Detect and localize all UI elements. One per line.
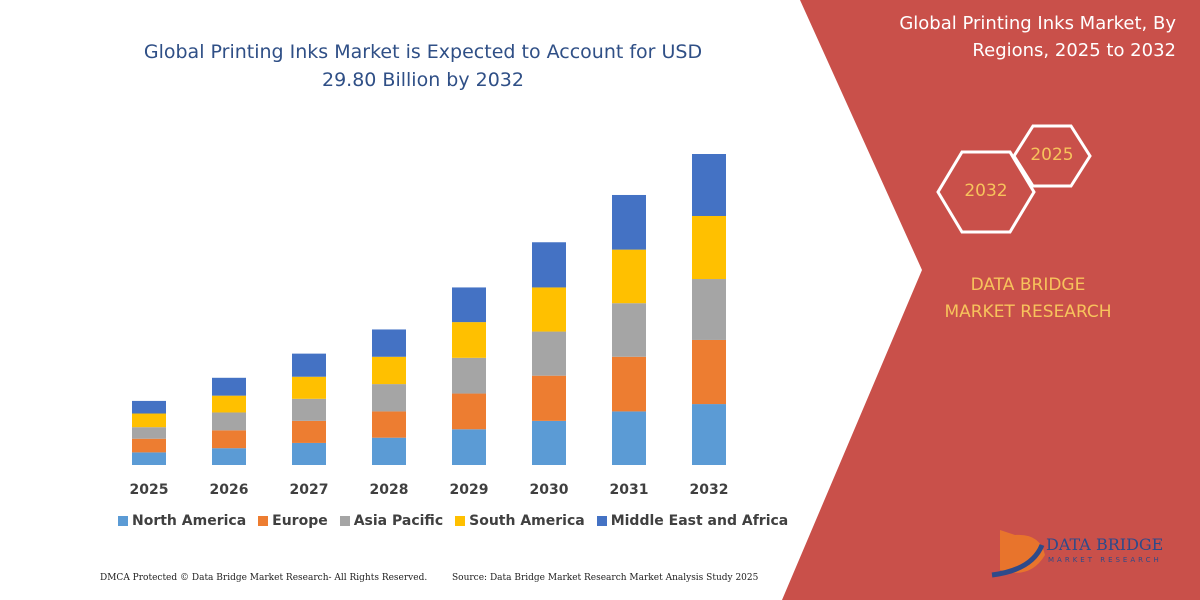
hex-label: 2025 <box>1030 145 1074 165</box>
bar-segment <box>452 429 486 465</box>
legend-label: North America <box>132 513 247 529</box>
bar-segment <box>212 448 246 465</box>
bar-segment <box>372 329 406 357</box>
bar-segment <box>612 303 646 357</box>
x-tick-label: 2029 <box>450 482 489 498</box>
bar-segment <box>532 331 566 376</box>
panel-title: Global Printing Inks Market, By Regions,… <box>899 13 1176 61</box>
legend-label: Asia Pacific <box>353 513 444 529</box>
bar-segment <box>292 398 326 421</box>
footer-left: DMCA Protected © Data Bridge Market Rese… <box>100 573 428 583</box>
bar-segment <box>212 377 246 396</box>
bar-segment <box>532 287 566 332</box>
legend-item: South America <box>455 513 585 529</box>
bar-segment <box>532 420 566 465</box>
bar-segment <box>292 353 326 377</box>
bar-segment <box>292 442 326 465</box>
hexagon <box>936 150 1036 234</box>
x-tick-label: 2028 <box>370 482 409 498</box>
legend: North America Europe Asia Pacific South Ame… <box>118 513 788 529</box>
bar-segment <box>372 411 406 438</box>
bar-segment <box>532 375 566 421</box>
logo-swoosh <box>991 543 1045 578</box>
x-tick-label: 2026 <box>210 482 249 498</box>
legend-label: Middle East and Africa <box>610 513 789 529</box>
bar-segment <box>692 154 726 216</box>
bar-segment <box>692 215 726 280</box>
x-tick-label: 2032 <box>690 482 729 498</box>
bar-segment <box>452 287 486 323</box>
bar-segment <box>212 412 246 431</box>
bar-segment <box>692 404 726 465</box>
logo-icon <box>1000 530 1045 573</box>
bar-segment <box>452 322 486 358</box>
bar-segment <box>212 395 246 413</box>
bar-segment <box>372 437 406 465</box>
bar-segment <box>212 430 246 449</box>
logo-name: DATA BRIDGE <box>1046 535 1164 554</box>
legend-swatch <box>455 516 466 526</box>
bar-segment <box>692 279 726 340</box>
x-tick-label: 2030 <box>530 482 569 498</box>
x-tick-label: 2027 <box>290 482 329 498</box>
bar-segment <box>692 339 726 405</box>
legend-item: Middle East and Africa <box>596 513 789 529</box>
logo-tagline: MARKET RESEARCH <box>1048 556 1162 564</box>
x-tick-label: 2031 <box>610 482 649 498</box>
bar-segment <box>132 452 166 465</box>
bar-segment <box>132 400 166 414</box>
bar-segment <box>132 438 166 453</box>
legend-swatch <box>258 516 269 526</box>
footer-right: Source: Data Bridge Market Research Mark… <box>452 573 759 583</box>
bar-segment <box>452 393 486 430</box>
legend-item: Asia Pacific <box>339 513 444 529</box>
brand: DATA BRIDGE MARKET RESEARCH <box>944 275 1112 322</box>
legend-swatch <box>118 516 128 526</box>
bar-segment <box>132 413 166 428</box>
legend-label: Europe <box>272 513 328 529</box>
bar-segment <box>452 357 486 394</box>
legend-swatch <box>339 516 350 526</box>
bar-segment <box>612 411 646 465</box>
legend-swatch <box>596 516 607 526</box>
bar-segment <box>612 194 646 250</box>
legend-item: North America <box>118 513 246 529</box>
bar-segment <box>132 427 166 439</box>
legend-item: Europe <box>258 513 328 529</box>
bar-segment <box>292 376 326 399</box>
legend-label: South America <box>469 513 585 529</box>
bar-segment <box>612 249 646 304</box>
bar-segment <box>292 420 326 443</box>
bar-segment <box>612 356 646 412</box>
chart-title: Global Printing Inks Market is Expected … <box>143 41 703 91</box>
bar-segment <box>532 242 566 288</box>
hex-label: 2032 <box>964 181 1008 201</box>
bar-segment <box>372 384 406 412</box>
red-panel <box>782 0 1200 600</box>
x-tick-label: 2025 <box>130 482 169 498</box>
bar-segment <box>372 356 406 385</box>
